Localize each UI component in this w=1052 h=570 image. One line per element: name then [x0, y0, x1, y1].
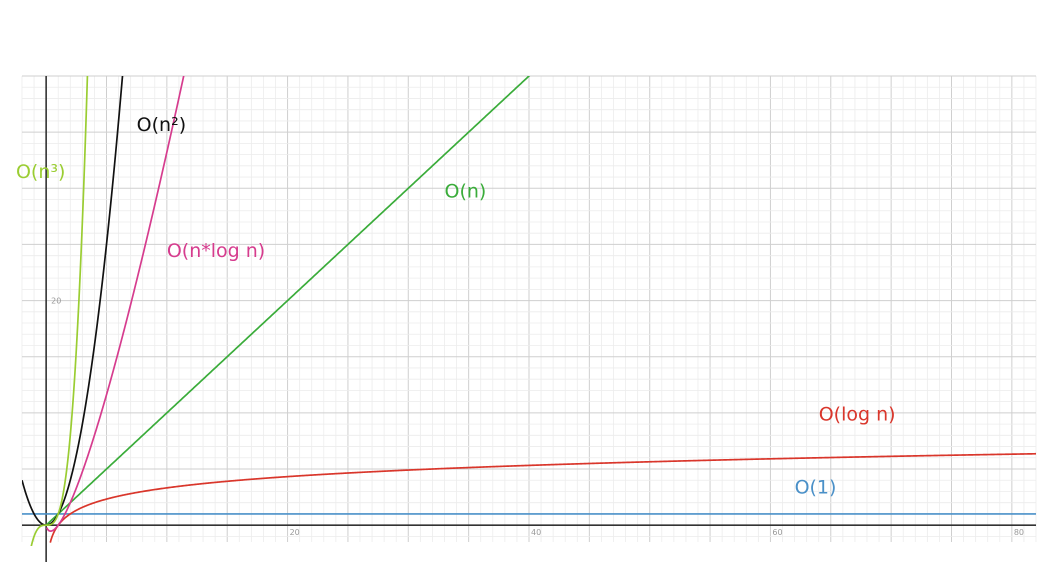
curves: [22, 76, 1036, 546]
series-line-n: [45, 76, 531, 526]
series-label: O(n*log n): [167, 240, 265, 262]
y-tick-label: 20: [51, 297, 61, 306]
series-label: O(1): [795, 477, 837, 499]
series-line-log2n: [49, 452, 1036, 543]
series-label: O(log n): [819, 404, 896, 426]
axes: [22, 76, 1036, 562]
series-line-nlog2n: [45, 76, 185, 532]
series-label: O(n³): [16, 161, 65, 183]
series-line-n3: [30, 76, 89, 546]
series-label: O(n²): [137, 114, 186, 136]
curve-labels: O(1) O(log n) O(n) O(n*log n) O(n²) O(n³): [16, 114, 896, 499]
x-tick-label: 40: [531, 528, 541, 537]
x-tick-label: 20: [290, 528, 300, 537]
grid: [21, 75, 1037, 542]
series-label: O(n): [445, 180, 487, 202]
x-tick-label: 80: [1014, 528, 1024, 537]
tick-labels: 20 40 60 80 20: [51, 297, 1024, 538]
series-line-n2: [22, 76, 124, 527]
x-tick-label: 60: [772, 528, 782, 537]
